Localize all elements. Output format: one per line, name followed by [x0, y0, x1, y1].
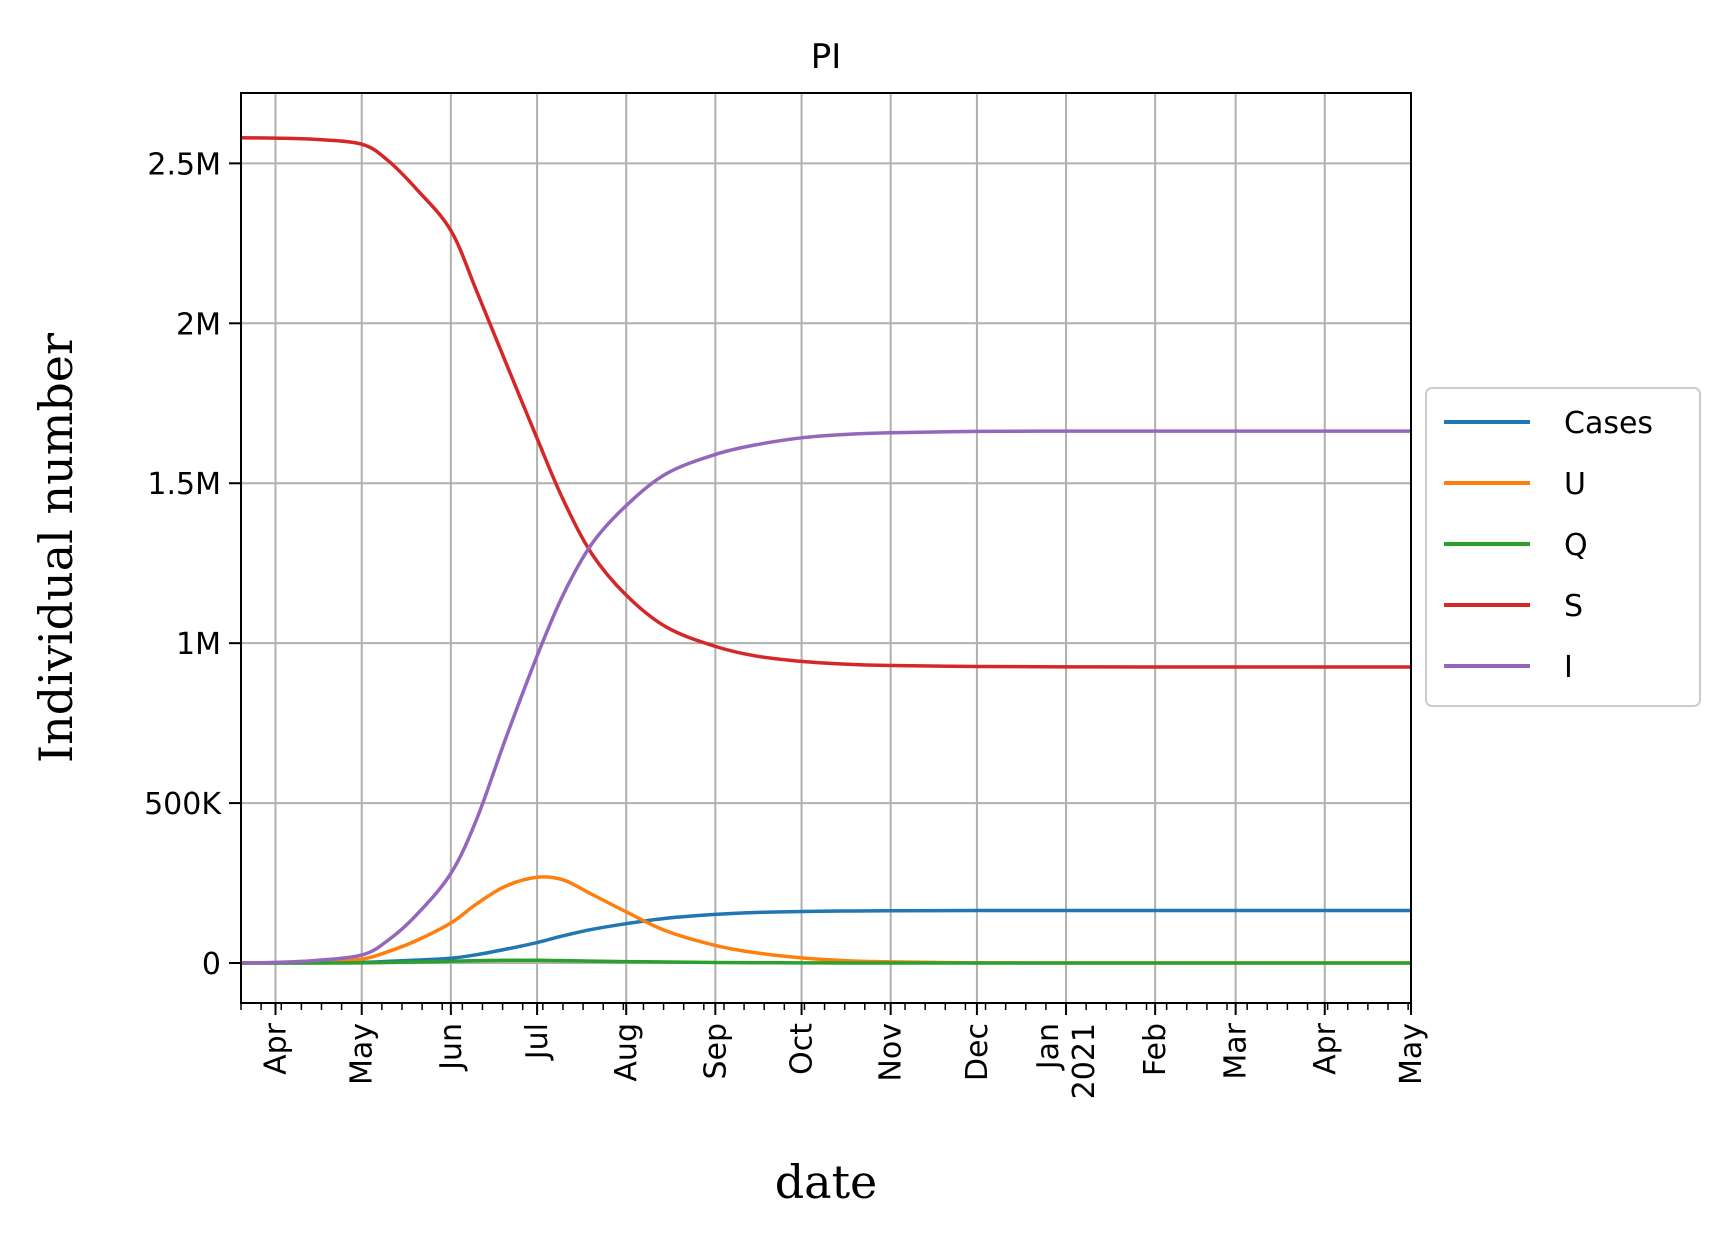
legend-label: Cases: [1564, 406, 1653, 441]
x-axis-label: date: [775, 1155, 878, 1209]
y-tick-label: 0: [202, 947, 221, 982]
x-tick-label: Apr: [258, 1022, 293, 1075]
x-tick-label: May: [345, 1023, 380, 1085]
y-tick-label: 500K: [144, 787, 222, 822]
y-tick-label: 2.5M: [147, 147, 221, 182]
series-lines: [240, 136, 1411, 965]
series-line-s: [240, 136, 1411, 669]
x-tick-label: Feb: [1138, 1023, 1173, 1076]
x-tick-label: Aug: [609, 1023, 644, 1082]
y-tick-label: 2M: [176, 307, 221, 342]
legend-label: S: [1564, 589, 1583, 624]
plot-frame: [240, 92, 1412, 1004]
x-tick-label: Dec: [960, 1023, 995, 1081]
x-tick-label: Oct: [785, 1023, 820, 1075]
series-line-i: [240, 429, 1411, 965]
x-tick-label: Nov: [874, 1023, 909, 1082]
grid-lines: [241, 93, 1412, 1003]
x-tick-label: Sep: [698, 1023, 733, 1080]
x-axis-ticks: Apr May Jun Jul Aug Sep Oct Nov Dec Jan 2021 Feb Mar…: [240, 1003, 1429, 1099]
series-line-q: [241, 958, 1411, 965]
legend-label: I: [1564, 650, 1573, 685]
chart-title: PI: [811, 37, 842, 77]
x-tick-label: Jan: [1031, 1023, 1066, 1071]
legend-box: [1425, 387, 1701, 707]
y-tick-label: 1M: [176, 627, 221, 662]
x-tick-label: May: [1394, 1023, 1429, 1085]
x-tick-label: Jun: [434, 1023, 469, 1072]
x-tick-label: 2021: [1067, 1023, 1102, 1099]
x-tick-label: Apr: [1308, 1022, 1343, 1075]
x-tick-label: Jul: [520, 1023, 555, 1061]
y-axis-ticks: 0 500K 1M 1.5M 2M 2.5M: [144, 147, 241, 982]
legend-label: U: [1564, 467, 1586, 502]
x-tick-label: Mar: [1219, 1022, 1254, 1079]
y-axis-label: Individual number: [29, 333, 83, 763]
y-tick-label: 1.5M: [147, 467, 221, 502]
legend-label: Q: [1564, 528, 1588, 563]
